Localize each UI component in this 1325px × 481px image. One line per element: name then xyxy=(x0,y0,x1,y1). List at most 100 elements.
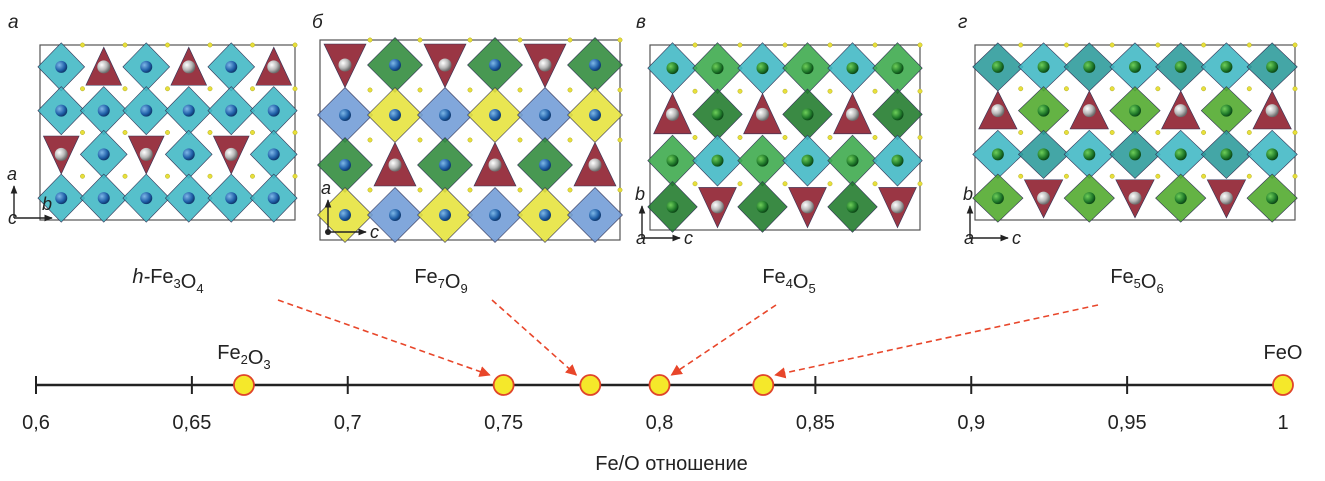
fe-atom xyxy=(1174,104,1188,118)
o-atom xyxy=(417,37,423,43)
o-atom xyxy=(1292,86,1298,92)
fe-atom xyxy=(1129,148,1141,161)
fe-atom xyxy=(666,107,679,121)
o-atom xyxy=(165,42,170,48)
fe-atom xyxy=(891,108,904,121)
fe-atom xyxy=(666,154,679,167)
fe-atom xyxy=(1128,191,1142,205)
fe-atom xyxy=(338,58,352,72)
o-atom xyxy=(1246,86,1252,92)
fe-atom xyxy=(1220,104,1233,117)
o-atom xyxy=(165,86,170,92)
fe-atom xyxy=(140,60,153,73)
o-atom xyxy=(1155,42,1161,48)
o-atom xyxy=(617,37,623,43)
o-atom xyxy=(782,135,788,140)
fe-atom xyxy=(756,62,769,75)
structure-panel-4: г xyxy=(958,12,1298,223)
o-atom xyxy=(872,181,878,187)
o-atom xyxy=(1064,42,1069,48)
fe-atom xyxy=(489,59,501,71)
o-atom xyxy=(1109,42,1115,48)
fe-atom xyxy=(991,148,1004,161)
ratio-point xyxy=(648,374,671,396)
axis-label-horizontal: c xyxy=(370,222,379,242)
fe-atom xyxy=(1220,60,1233,73)
point-label: Fe2O3 xyxy=(217,342,270,372)
fe-atom xyxy=(801,108,814,121)
panel-letter: а xyxy=(8,12,19,33)
fe-atom xyxy=(389,209,401,221)
fe-atom xyxy=(489,209,501,221)
o-atom xyxy=(517,137,523,143)
fe-atom xyxy=(1083,60,1096,73)
ratio-point xyxy=(579,374,602,396)
fe-atom xyxy=(439,109,451,121)
o-atom xyxy=(1246,130,1252,135)
o-atom xyxy=(567,187,573,193)
fe-atom xyxy=(488,158,502,172)
o-atom xyxy=(1292,42,1298,48)
axis-label-horizontal: c xyxy=(1012,228,1021,248)
fe-atom xyxy=(846,62,859,75)
fe-atom xyxy=(55,192,68,205)
scale-tick-label: 1 xyxy=(1277,412,1288,434)
fe-atom xyxy=(1265,104,1279,118)
axis-origin-dot xyxy=(325,229,331,235)
o-atom xyxy=(1109,173,1115,179)
o-atom xyxy=(467,137,473,143)
o-atom xyxy=(1201,86,1206,92)
o-atom xyxy=(1155,130,1161,135)
pointer-arrow xyxy=(670,304,777,376)
o-atom xyxy=(827,181,833,187)
fe-atom xyxy=(140,192,153,205)
o-atom xyxy=(567,37,573,43)
scale-tick-label: 0,7 xyxy=(334,412,362,434)
o-atom xyxy=(872,88,878,94)
axis-label-horizontal: c xyxy=(684,228,693,248)
fe-atom xyxy=(97,192,110,205)
fe-atom xyxy=(801,154,814,167)
formula-label: Fe4O5 xyxy=(762,266,815,296)
fe-atom xyxy=(1083,192,1096,205)
scale-tick-label: 0,65 xyxy=(172,412,211,434)
o-atom xyxy=(692,88,698,94)
fe-atom xyxy=(1174,192,1187,205)
o-atom xyxy=(917,181,923,187)
fe-atom xyxy=(97,148,110,161)
o-atom xyxy=(122,42,128,48)
o-atom xyxy=(617,187,623,193)
o-atom xyxy=(782,42,788,48)
o-atom xyxy=(827,135,833,140)
o-atom xyxy=(872,135,878,140)
fe-atom xyxy=(846,200,859,213)
pointer-arrow xyxy=(277,299,491,377)
axis-label-out: a xyxy=(636,228,646,248)
fe-atom xyxy=(539,209,551,221)
fe-atom xyxy=(711,200,724,214)
crystal-axes-3: b c a xyxy=(635,184,693,248)
fe-atom xyxy=(267,60,281,74)
ratio-point xyxy=(492,374,515,396)
fe-atom xyxy=(711,108,724,121)
panel-letter: г xyxy=(958,12,967,33)
fe-atom xyxy=(1082,104,1096,118)
o-atom xyxy=(1109,130,1115,135)
fe-atom xyxy=(588,158,602,172)
o-atom xyxy=(567,137,573,143)
fe-atom xyxy=(139,147,153,161)
o-atom xyxy=(467,187,473,193)
o-atom xyxy=(207,42,213,48)
panel-letter: б xyxy=(312,12,324,33)
fe-atom xyxy=(388,158,402,172)
o-atom xyxy=(517,187,523,193)
o-atom xyxy=(292,86,298,92)
o-atom xyxy=(782,181,788,187)
ratio-point xyxy=(233,374,255,396)
o-atom xyxy=(1109,86,1115,92)
o-atom xyxy=(467,37,473,43)
o-atom xyxy=(1292,173,1298,179)
fe-atom xyxy=(1129,60,1141,73)
